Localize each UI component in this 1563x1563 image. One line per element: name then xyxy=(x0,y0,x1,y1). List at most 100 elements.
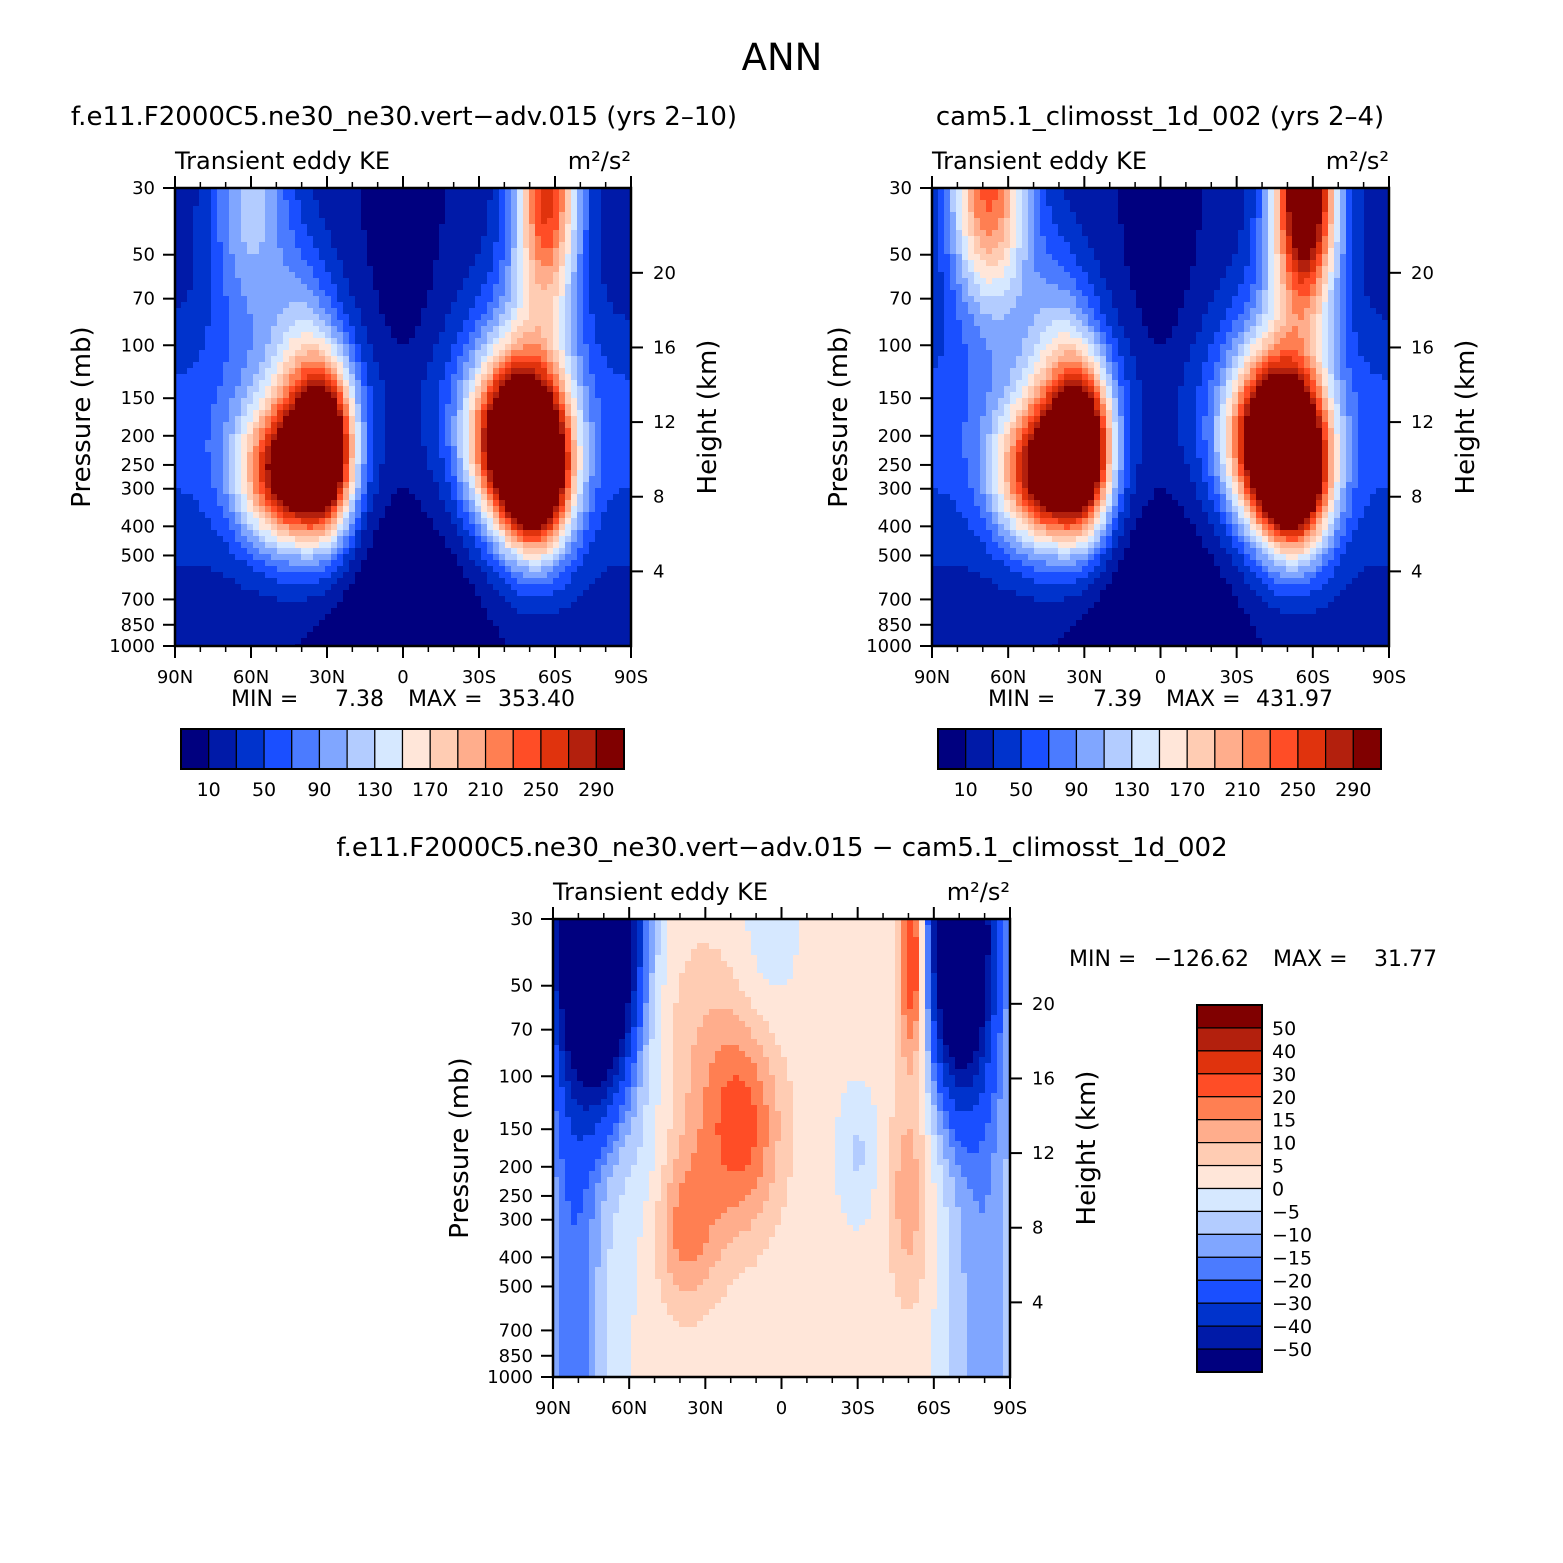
contour-cell xyxy=(457,464,464,471)
contour-cell xyxy=(577,206,584,213)
contour-cell xyxy=(925,925,932,932)
contour-cell xyxy=(1316,308,1323,315)
contour-cell xyxy=(355,446,362,453)
contour-cell xyxy=(553,344,560,351)
contour-cell xyxy=(1088,242,1125,249)
contour-cell xyxy=(1220,572,1245,579)
contour-cell xyxy=(553,332,560,339)
contour-cell xyxy=(1250,374,1257,381)
contour-cell xyxy=(565,470,572,477)
contour-cell xyxy=(1004,452,1011,459)
contour-cell xyxy=(325,518,332,525)
contour-cell xyxy=(1346,548,1390,555)
contour-cell xyxy=(1022,542,1035,549)
contour-cell xyxy=(499,548,512,555)
contour-cell xyxy=(559,254,566,261)
contour-cell xyxy=(247,536,260,543)
contour-cell xyxy=(661,925,668,932)
contour-cell xyxy=(265,470,272,477)
contour-cell xyxy=(331,344,338,351)
contour-cell xyxy=(1190,344,1209,351)
contour-cell xyxy=(445,314,470,321)
contour-cell xyxy=(938,194,945,201)
contour-cell xyxy=(1040,518,1059,525)
contour-cell xyxy=(1346,494,1353,501)
contour-cell xyxy=(559,524,566,531)
contour-cell xyxy=(565,284,572,291)
contour-cell xyxy=(583,494,590,501)
contour-cell xyxy=(1106,512,1113,519)
contour-cell xyxy=(1040,200,1047,207)
contour-cell xyxy=(1334,218,1341,225)
contour-cell xyxy=(1250,410,1317,417)
contour-cell xyxy=(1100,560,1107,567)
contour-cell xyxy=(373,428,386,435)
contour-cell xyxy=(1286,560,1299,567)
contour-cell xyxy=(601,206,632,213)
contour-cell xyxy=(1010,380,1017,387)
contour-cell xyxy=(1004,236,1011,243)
contour-cell xyxy=(1208,482,1215,489)
contour-cell xyxy=(944,314,957,321)
contour-cell xyxy=(1022,416,1029,423)
contour-cell xyxy=(1256,194,1263,201)
contour-cell xyxy=(523,536,542,543)
contour-cell xyxy=(175,566,212,573)
contour-cell xyxy=(1340,458,1347,465)
contour-cell xyxy=(1256,356,1263,363)
contour-cell xyxy=(1226,458,1233,465)
contour-cell xyxy=(925,955,932,962)
contour-cell xyxy=(1238,464,1245,471)
contour-cell xyxy=(319,350,326,357)
contour-cell xyxy=(1100,326,1113,333)
contour-cell xyxy=(1340,554,1390,561)
contour-cell xyxy=(175,596,278,603)
contour-cell xyxy=(1202,542,1221,549)
contour-cell xyxy=(343,572,356,579)
contour-cell xyxy=(932,380,969,387)
contour-cell xyxy=(175,638,302,645)
contour-cell xyxy=(331,374,338,381)
contour-cell xyxy=(1094,506,1101,513)
colorbar-frame xyxy=(180,728,625,770)
contour-cell xyxy=(301,548,314,555)
contour-cell xyxy=(1352,386,1390,393)
contour-cell xyxy=(1124,470,1131,477)
contour-cell xyxy=(241,218,266,225)
contour-cell xyxy=(1094,254,1125,261)
contour-cell xyxy=(1004,248,1011,255)
contour-cell xyxy=(1352,434,1359,441)
contour-cell xyxy=(1064,632,1257,639)
contour-cell xyxy=(1040,398,1047,405)
contour-cell xyxy=(919,943,926,950)
contour-cell xyxy=(1226,386,1233,393)
contour-cell xyxy=(1310,290,1317,297)
contour-cell xyxy=(229,524,242,531)
contour-cell xyxy=(907,961,920,968)
contour-cell xyxy=(1250,506,1257,513)
contour-cell xyxy=(583,518,590,525)
contour-cell xyxy=(523,320,554,327)
contour-cell xyxy=(1292,254,1299,261)
contour-cell xyxy=(451,464,458,471)
contour-cell xyxy=(1106,530,1113,537)
contour-cell xyxy=(1268,344,1275,351)
contour-cell xyxy=(511,212,518,219)
contour-cell xyxy=(541,524,548,531)
contour-cell xyxy=(1268,224,1275,231)
contour-cell xyxy=(517,260,524,267)
contour-cell xyxy=(601,242,632,249)
contour-cell xyxy=(589,242,602,249)
contour-cell xyxy=(571,548,578,555)
contour-cell xyxy=(1340,524,1347,531)
contour-cell xyxy=(1034,500,1041,507)
contour-cell xyxy=(1238,350,1245,357)
contour-cell xyxy=(565,296,572,303)
contour-cell xyxy=(1106,476,1113,483)
contour-cell xyxy=(595,392,632,399)
contour-cell xyxy=(385,506,422,513)
contour-cell xyxy=(571,290,578,297)
contour-cell xyxy=(541,344,548,351)
contour-cell xyxy=(1262,362,1269,369)
contour-cell xyxy=(463,398,470,405)
